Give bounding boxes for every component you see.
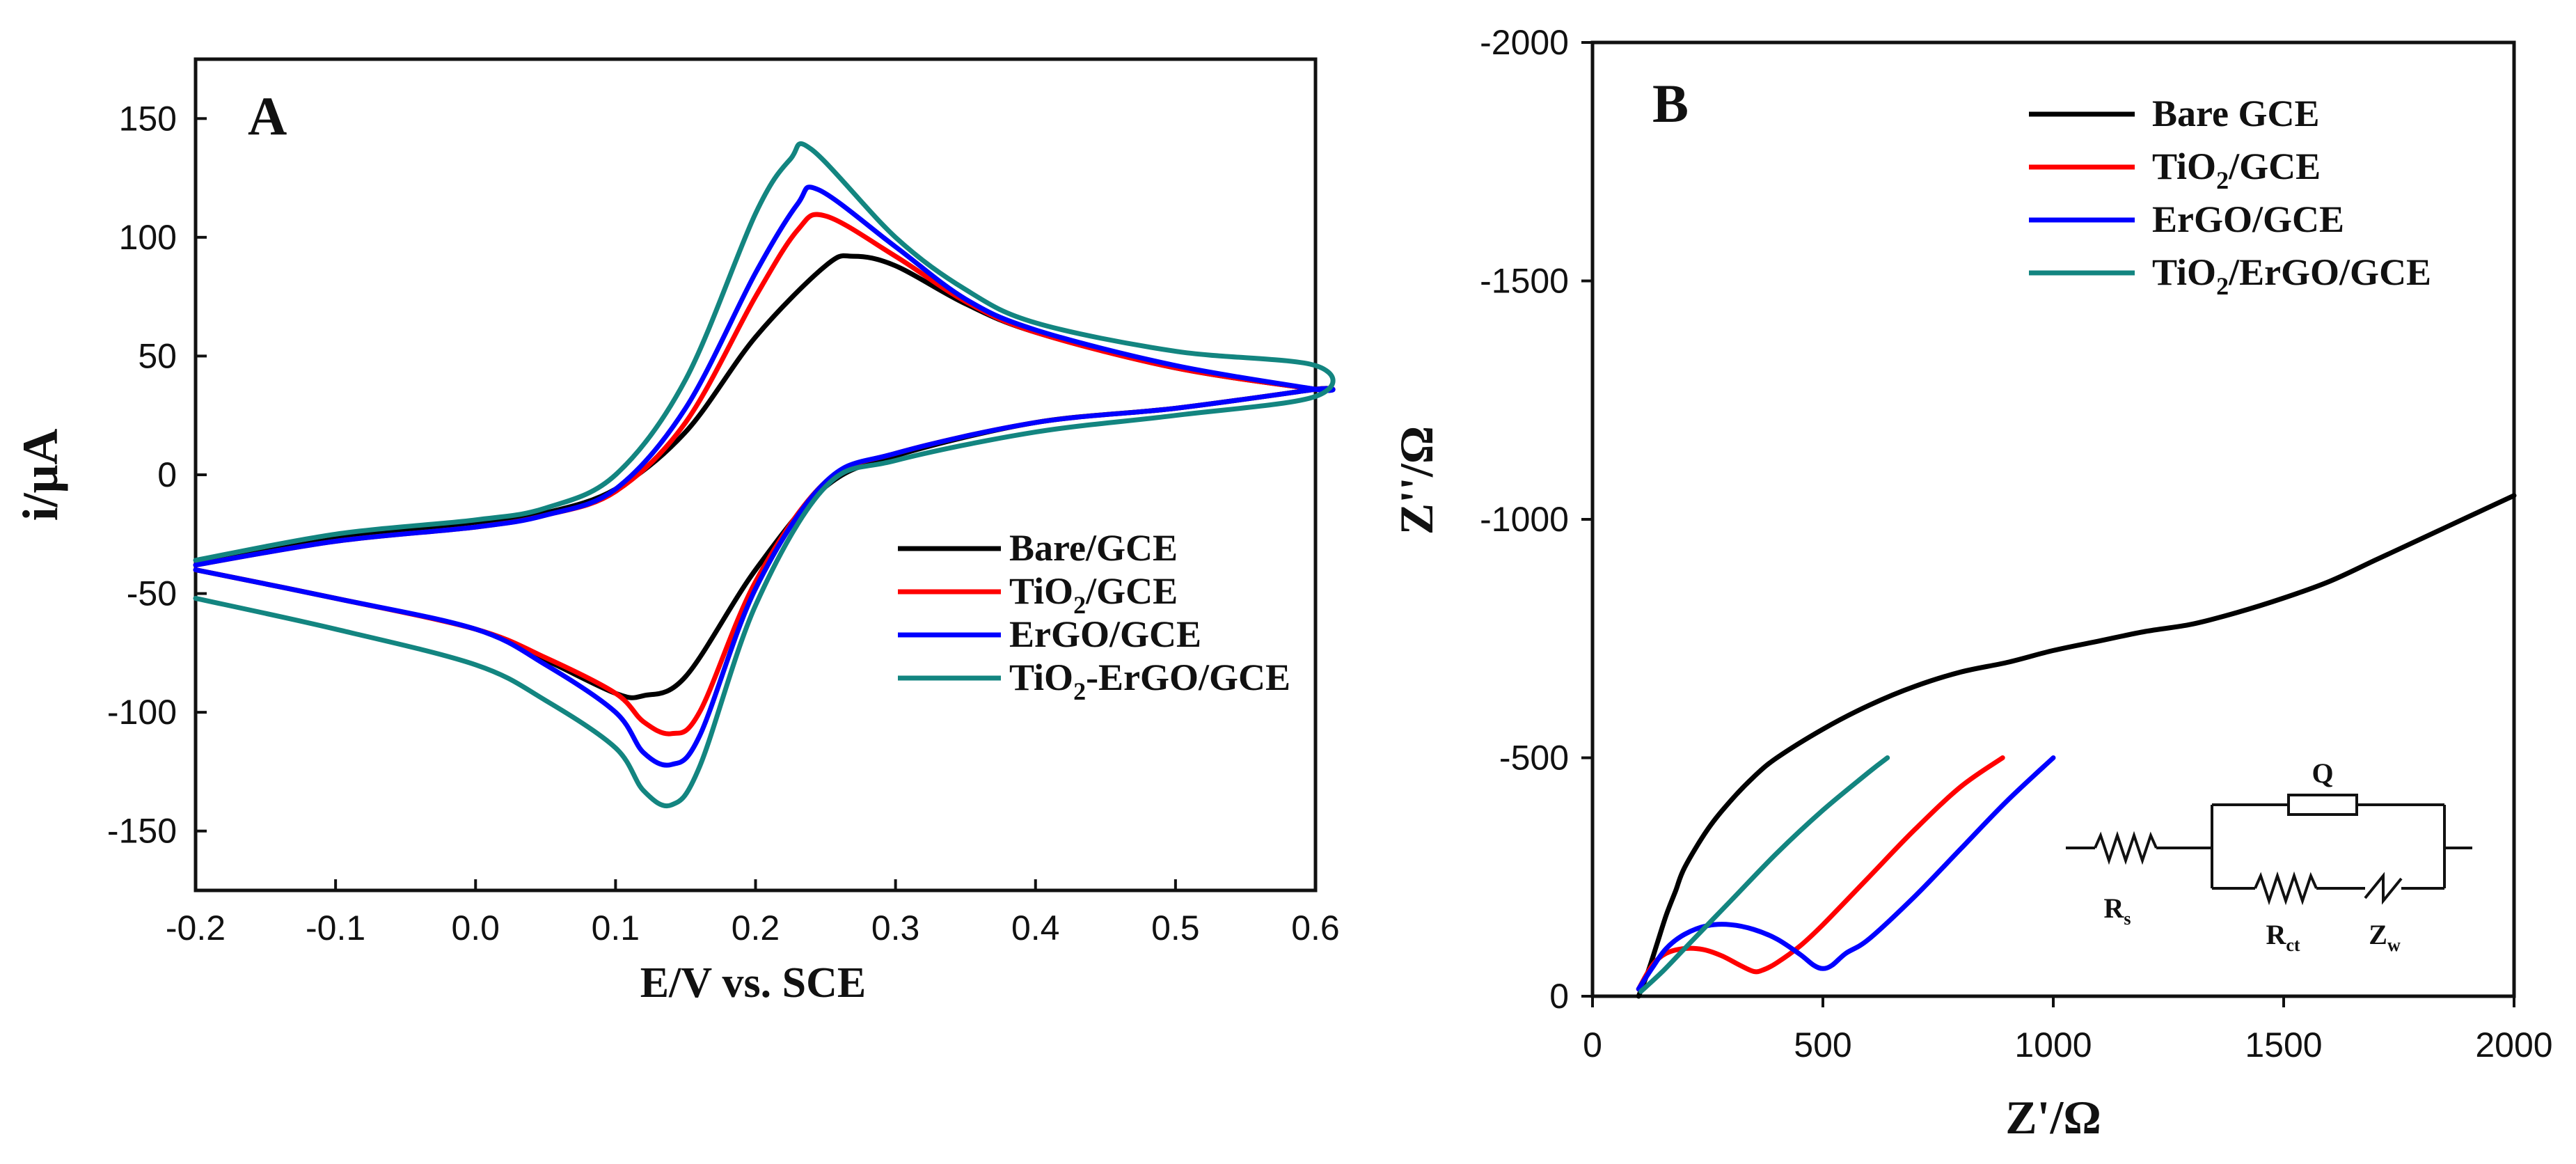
panel-b-y-tick-label: 0 [1549, 977, 1569, 1016]
panel-a-x-tick-label: 0.2 [732, 909, 780, 947]
cpe-q-symbol [2287, 794, 2358, 816]
circuit-label-rct: Rct [2266, 919, 2300, 955]
panel-a-y-axis: -150 -100 -50 0 50 100 150 [107, 99, 207, 851]
equivalent-circuit-diagram [2066, 794, 2472, 906]
panel-a-x-tick-label: 0.4 [1011, 909, 1060, 947]
panel-b-y-axis-title: Z''/Ω [1390, 426, 1443, 535]
panel-b-y-tick-label: -1500 [1480, 262, 1569, 301]
panel-a-y-tick-label: 0 [157, 455, 177, 494]
panel-a-series-line-ergo-gce [193, 184, 1336, 768]
panel-b-plot-frame [1590, 40, 2516, 998]
panel-b-x-tick-label: 0 [1583, 1025, 1602, 1064]
panel-b-legend-label: ErGO/GCE [2152, 198, 2344, 240]
panel-b-series-line-tio2-gce [1636, 755, 2005, 992]
panel-b-x-axis-title: Z'/Ω [2005, 1091, 2101, 1144]
panel-a-y-tick-label: 50 [138, 336, 177, 375]
panel-a-legend-label: ErGO/GCE [1009, 613, 1201, 655]
panel-a-x-tick-label: -0.1 [306, 909, 365, 947]
panel-b-y-axis: 0 -500 -1000 -1500 -2000 [1480, 23, 1593, 1016]
panel-a-y-tick-label: 100 [119, 218, 177, 257]
panel-a-plot-frame [193, 57, 1318, 892]
panel-a-y-tick-label: 150 [119, 99, 177, 138]
circuit-label-rs: Rs [2103, 892, 2131, 929]
panel-b-series [1636, 493, 2517, 999]
panel-b-y-tick-label: -2000 [1480, 23, 1569, 62]
panel-b-y-tick-label: -500 [1499, 739, 1569, 778]
warburg-zw-symbol [2364, 872, 2403, 905]
panel-a-x-tick-label: 0.5 [1151, 909, 1200, 947]
panel-b-x-tick-label: 2000 [2475, 1025, 2552, 1064]
panel-b-series-line-bare-gce [1636, 493, 2517, 999]
panel-a-legend-label: Bare/GCE [1009, 527, 1178, 569]
panel-a-x-tick-label: 0.1 [592, 909, 640, 947]
panel-a-cv-plot: -0.2 -0.1 0.0 0.1 0.2 0.3 0.4 0.5 0.6 -150 -100 -5… [13, 57, 1340, 1007]
panel-a-x-tick-label: 0.3 [871, 909, 920, 947]
panel-b-series-line-tio2-ergo-gce [1638, 755, 1890, 994]
panel-b-x-axis: 0 500 1000 1500 2000 [1583, 996, 2553, 1064]
panel-b-x-tick-label: 500 [1794, 1025, 1851, 1064]
panel-a-y-tick-label: -50 [127, 574, 177, 613]
panel-b-legend-label: Bare GCE [2152, 93, 2320, 134]
panel-b-legend-label: TiO2/GCE [2152, 146, 2321, 194]
panel-a-x-axis: -0.2 -0.1 0.0 0.1 0.2 0.3 0.4 0.5 0.6 [166, 879, 1340, 947]
panel-a-x-axis-title: E/V vs. SCE [640, 959, 866, 1007]
resistor-rct-symbol [2254, 871, 2318, 906]
panel-a-series [193, 141, 1336, 809]
circuit-label-q: Q [2312, 757, 2333, 789]
panel-a-series-line-tio2-ergo-gce [193, 141, 1336, 809]
panel-b-series-line-ergo-gce [1636, 755, 2056, 992]
panel-a-letter: A [248, 86, 287, 146]
panel-a-y-tick-label: -100 [107, 693, 177, 732]
panel-a-x-tick-label: 0.6 [1291, 909, 1340, 947]
panel-a-legend-label: TiO2-ErGO/GCE [1009, 656, 1290, 705]
panel-b-legend-label: TiO2/ErGO/GCE [2152, 251, 2431, 300]
panel-a-y-tick-label: -150 [107, 812, 177, 851]
panel-b-y-tick-label: -1000 [1480, 500, 1569, 539]
panel-a-x-tick-label: 0.0 [451, 909, 500, 947]
circuit-label-zw: Zw [2369, 919, 2401, 955]
resistor-rs-symbol [2094, 831, 2158, 865]
panel-b-eis-plot: 0 500 1000 1500 2000 0-500-1000-1500-2000 B … [1390, 23, 2553, 1144]
panel-b-x-tick-label: 1500 [2245, 1025, 2322, 1064]
panel-b-x-tick-label: 1000 [2014, 1025, 2092, 1064]
panel-b-letter: B [1652, 73, 1689, 134]
panel-a-legend-label: TiO2/GCE [1009, 570, 1178, 619]
panel-a-x-tick-label: -0.2 [166, 909, 226, 947]
panel-a-y-axis-title: i/μA [13, 429, 68, 521]
